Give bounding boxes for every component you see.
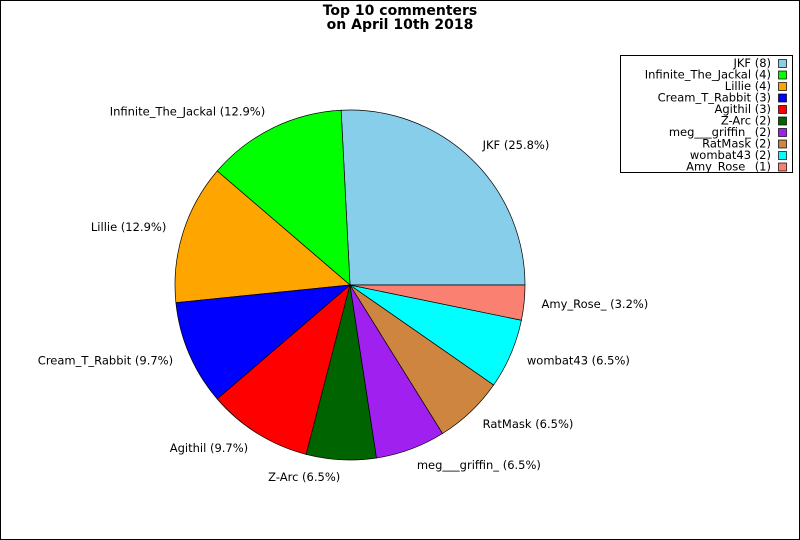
legend-swatch: [778, 82, 787, 91]
legend-swatch: [778, 116, 787, 126]
legend-label: Lillie (4): [725, 79, 771, 93]
legend-label: Agithil (3): [715, 102, 772, 116]
slice-label: Amy_Rose_ (3.2%): [542, 297, 649, 311]
slice-label: Lillie (12.9%): [91, 220, 166, 234]
legend-label: Z-Arc (2): [721, 114, 771, 128]
legend-swatch: [778, 151, 787, 160]
slice-label: Agithil (9.7%): [170, 441, 248, 455]
legend-label: Cream_T_Rabbit (3): [658, 91, 771, 105]
legend-swatch: [778, 59, 787, 68]
legend-swatch: [778, 105, 787, 114]
legend-box: [620, 55, 793, 173]
slice-label: meg___griffin_ (6.5%): [417, 458, 541, 472]
legend-swatch: [778, 70, 787, 80]
legend-label: Infinite_The_Jackal (4): [645, 68, 771, 82]
legend-label: JKF (8): [733, 56, 772, 70]
pie-slice: [340, 109, 526, 286]
pie-slice: [216, 109, 351, 286]
legend-label: RatMask (2): [702, 137, 771, 151]
pie-slice: [349, 284, 526, 321]
legend-label: Amy_Rose_ (1): [686, 160, 771, 174]
legend-label: wombat43 (2): [690, 148, 771, 162]
legend-label: meg___griffin_ (2): [669, 125, 771, 139]
slice-label: Cream_T_Rabbit (9.7%): [38, 353, 173, 367]
chart-title: on April 10th 2018: [327, 17, 474, 33]
slice-label: Z-Arc (6.5%): [268, 470, 340, 484]
legend-swatch: [778, 93, 787, 103]
slice-label: JKF (25.8%): [482, 138, 550, 152]
legend-swatch: [778, 128, 787, 137]
pie-slice: [175, 284, 352, 400]
pie-slice: [174, 170, 351, 304]
legend-swatch: [778, 162, 787, 172]
chart-title: Top 10 commenters: [323, 3, 478, 19]
slice-label: RatMask (6.5%): [483, 417, 574, 431]
legend-swatch: [778, 139, 787, 149]
slice-label: wombat43 (6.5%): [527, 353, 630, 367]
slice-label: Infinite_The_Jackal (12.9%): [110, 105, 266, 119]
